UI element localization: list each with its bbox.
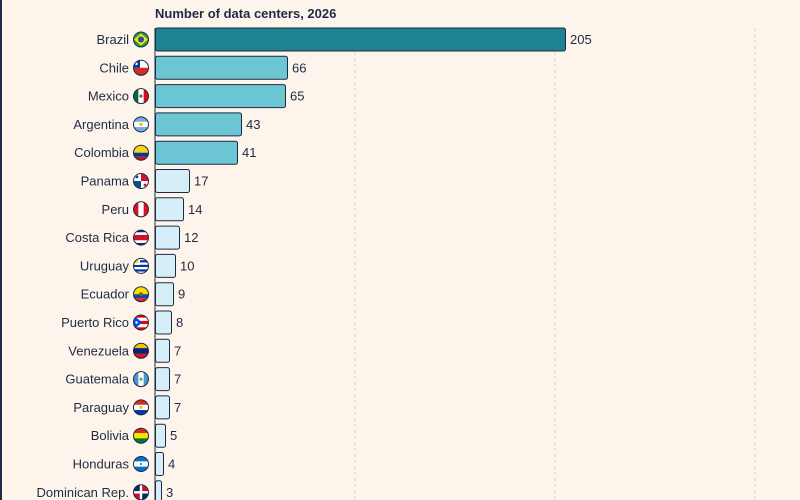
category-label: Argentina xyxy=(73,117,129,132)
bar-value-label: 4 xyxy=(168,457,175,472)
bar-value-label: 41 xyxy=(242,145,256,160)
bar-row: 8 Puerto Rico xyxy=(61,310,183,335)
puerto-rico-flag-icon xyxy=(133,314,149,331)
category-label: Uruguay xyxy=(80,258,130,273)
bar-row: 7 Paraguay xyxy=(73,395,181,420)
bar xyxy=(155,84,286,109)
bar-row: 41 Colombia xyxy=(74,140,256,165)
bar xyxy=(155,423,166,448)
guatemala-flag-icon xyxy=(133,371,149,388)
brazil-flag-icon xyxy=(133,31,149,48)
bar-value-label: 8 xyxy=(176,315,183,330)
venezuela-flag-icon xyxy=(133,342,149,359)
paraguay-flag-icon xyxy=(133,399,149,416)
bar xyxy=(155,310,172,335)
bar-row: 9 Ecuador xyxy=(81,282,185,307)
argentina-flag-icon xyxy=(133,116,149,133)
peru-flag-icon xyxy=(133,201,149,218)
chart-title: Number of data centers, 2026 xyxy=(155,6,337,21)
bar-value-label: 205 xyxy=(570,32,592,47)
bar xyxy=(155,140,238,165)
category-label: Puerto Rico xyxy=(61,315,129,330)
bar-row: 43 Argentina xyxy=(73,112,260,137)
bar-row: 5 Bolivia xyxy=(91,423,177,448)
bar-row: 7 Venezuela xyxy=(68,338,181,363)
bar xyxy=(155,282,174,307)
ecuador-flag-icon xyxy=(133,286,149,303)
bar-value-label: 10 xyxy=(180,258,194,273)
bar xyxy=(155,480,162,500)
bar xyxy=(155,338,170,363)
bar xyxy=(155,27,566,52)
bar-value-label: 9 xyxy=(178,287,185,302)
category-label: Panama xyxy=(81,174,130,189)
bar-row: 14 Peru xyxy=(102,197,202,222)
bar-row: 4 Honduras xyxy=(73,452,175,476)
bar-row: 65 Mexico xyxy=(88,84,304,109)
category-label: Brazil xyxy=(96,32,129,47)
bar-row: 3 Dominican Rep. xyxy=(37,480,173,500)
category-label: Venezuela xyxy=(68,343,129,358)
bar-value-label: 12 xyxy=(184,230,198,245)
bar xyxy=(155,452,164,476)
bar-value-label: 66 xyxy=(292,60,306,75)
bar xyxy=(155,395,170,420)
bar-value-label: 3 xyxy=(166,485,173,500)
bar-value-label: 14 xyxy=(188,202,202,217)
costa-rica-flag-icon xyxy=(133,229,149,246)
bar xyxy=(155,169,190,193)
bar-value-label: 65 xyxy=(290,89,304,104)
left-border xyxy=(0,0,2,500)
category-label: Mexico xyxy=(88,89,129,104)
honduras-flag-icon xyxy=(133,456,149,472)
bar xyxy=(155,112,242,137)
bar-value-label: 5 xyxy=(170,428,177,443)
bar-value-label: 7 xyxy=(174,372,181,387)
bar-row: 17 Panama xyxy=(81,169,208,193)
dominican-republic-flag-icon xyxy=(133,484,149,500)
chile-flag-icon xyxy=(133,59,149,76)
bar-row: 7 Guatemala xyxy=(65,367,181,392)
bars: 205Brazil66Chile65Mexico43Argentina41Col… xyxy=(37,27,592,500)
bar-row: 12 Costa Rica xyxy=(65,225,198,250)
uruguay-flag-icon xyxy=(133,257,149,274)
category-label: Paraguay xyxy=(73,400,129,415)
category-label: Peru xyxy=(102,202,129,217)
bolivia-flag-icon xyxy=(133,427,149,444)
category-label: Honduras xyxy=(73,457,130,472)
bar-row: 10 Uruguay xyxy=(80,253,194,278)
bar xyxy=(155,253,176,278)
bar-row: 205 Brazil xyxy=(96,27,592,52)
category-label: Guatemala xyxy=(65,372,129,387)
bar-value-label: 43 xyxy=(246,117,260,132)
bar xyxy=(155,225,180,250)
bar-row: 66 Chile xyxy=(99,55,306,80)
category-label: Ecuador xyxy=(81,287,130,302)
category-label: Colombia xyxy=(74,145,130,160)
category-label: Dominican Rep. xyxy=(37,485,130,500)
panama-flag-icon xyxy=(133,173,149,189)
bar-value-label: 17 xyxy=(194,174,208,189)
category-label: Chile xyxy=(99,60,129,75)
bar-value-label: 7 xyxy=(174,343,181,358)
mexico-flag-icon xyxy=(133,88,149,105)
category-label: Costa Rica xyxy=(65,230,129,245)
bar xyxy=(155,55,288,80)
bar xyxy=(155,197,184,222)
category-label: Bolivia xyxy=(91,428,130,443)
bar-value-label: 7 xyxy=(174,400,181,415)
bar xyxy=(155,367,170,392)
colombia-flag-icon xyxy=(133,144,149,161)
